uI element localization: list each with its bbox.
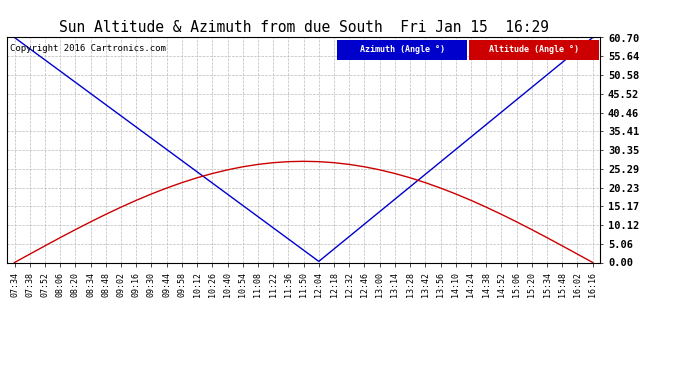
- FancyBboxPatch shape: [337, 40, 467, 60]
- Text: Copyright 2016 Cartronics.com: Copyright 2016 Cartronics.com: [10, 44, 166, 53]
- Text: Altitude (Angle °): Altitude (Angle °): [489, 45, 579, 54]
- Text: Azimuth (Angle °): Azimuth (Angle °): [359, 45, 444, 54]
- Title: Sun Altitude & Azimuth from due South  Fri Jan 15  16:29: Sun Altitude & Azimuth from due South Fr…: [59, 20, 549, 35]
- FancyBboxPatch shape: [469, 40, 599, 60]
